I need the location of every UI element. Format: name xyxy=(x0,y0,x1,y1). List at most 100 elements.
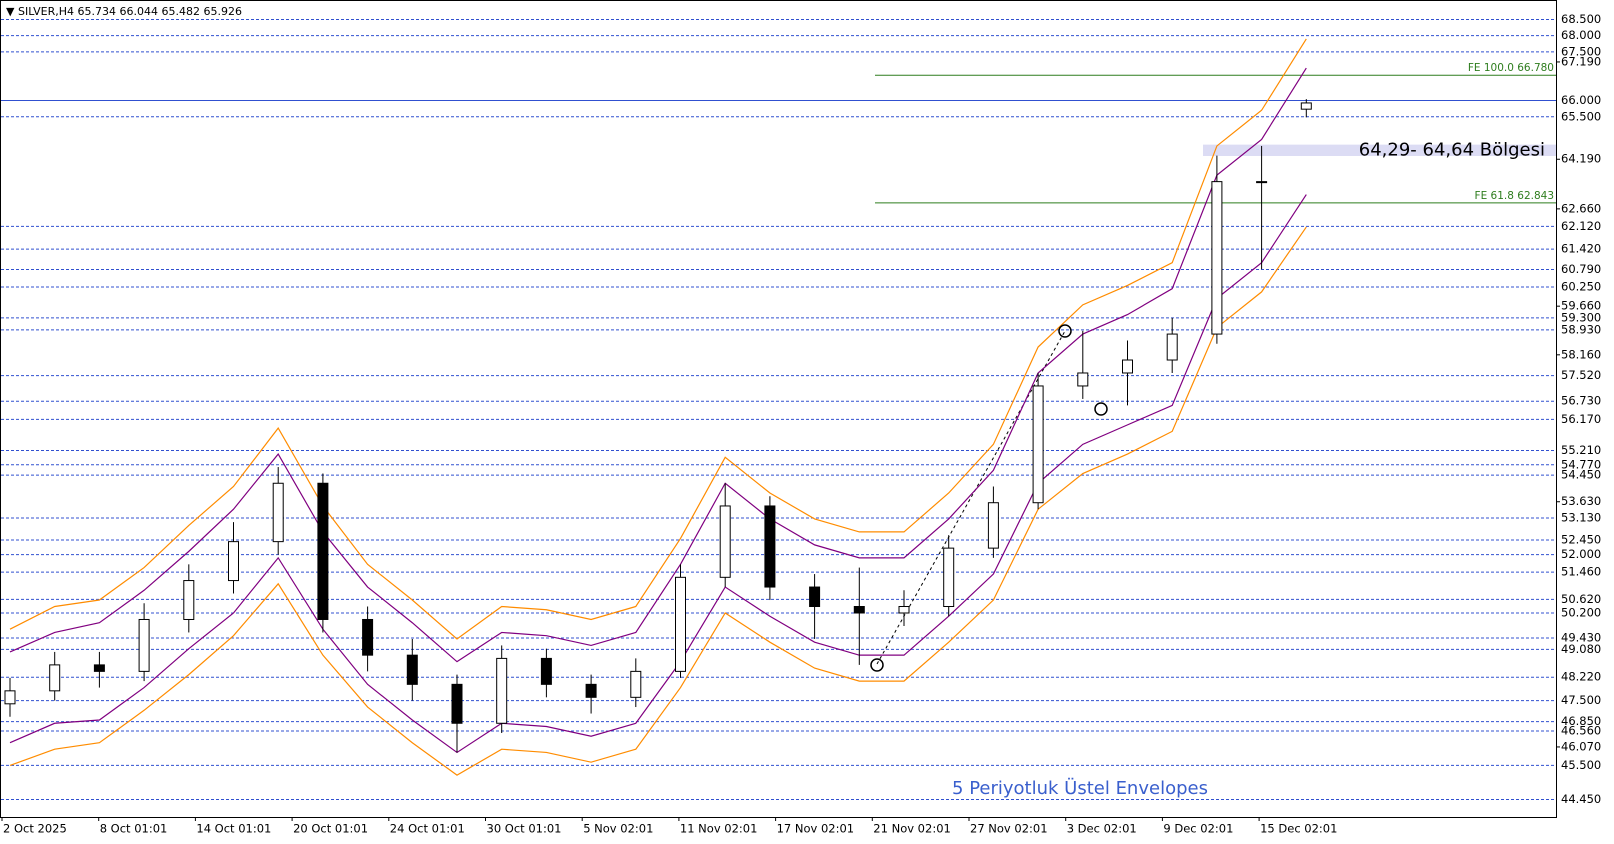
candle-body xyxy=(809,586,821,608)
level-label: 54.770 xyxy=(1561,457,1601,471)
candle-body xyxy=(93,664,105,672)
level-label: 67.500 xyxy=(1561,44,1601,58)
x-tick-label: 17 Nov 02:01 xyxy=(777,822,855,836)
level-label: 53.130 xyxy=(1561,510,1601,524)
candle-body xyxy=(540,657,552,685)
level-label: 58.930 xyxy=(1561,322,1601,336)
level-label: 48.220 xyxy=(1561,670,1601,684)
candle-body xyxy=(451,683,463,724)
x-tick-label: 24 Oct 01:01 xyxy=(390,822,465,836)
y-tick-label: 46.070 xyxy=(1561,739,1601,753)
annotation: 5 Periyotluk Üstel Envelopes xyxy=(952,777,1208,799)
price-layer xyxy=(4,38,1312,776)
level-label: 52.450 xyxy=(1561,533,1601,547)
zone-label: 64,29- 64,64 Bölgesi xyxy=(1359,139,1545,160)
close: 65.926 xyxy=(204,5,243,18)
high: 66.044 xyxy=(120,5,159,18)
candle-body xyxy=(1166,333,1178,361)
candle-body xyxy=(272,482,284,543)
level-label: 50.200 xyxy=(1561,605,1601,619)
level-label: 54.450 xyxy=(1561,468,1601,482)
candle-body xyxy=(1122,359,1133,374)
level-label: 65.500 xyxy=(1561,109,1601,123)
candle-body xyxy=(675,576,686,672)
candle-body xyxy=(1256,181,1268,184)
x-tick-label: 9 Dec 02:01 xyxy=(1163,822,1233,836)
envelope-line xyxy=(9,38,1307,640)
level-label: 45.500 xyxy=(1561,758,1601,772)
candle-body xyxy=(49,664,61,692)
x-tick-label: 11 Nov 02:01 xyxy=(680,822,758,836)
pivot-circle xyxy=(1094,402,1108,416)
candle-body xyxy=(585,683,597,698)
x-tick-label: 20 Oct 01:01 xyxy=(293,822,368,836)
plot-frame xyxy=(0,0,1557,818)
envelope-line xyxy=(9,67,1307,663)
level-label: 61.420 xyxy=(1561,242,1601,256)
level-label: 56.730 xyxy=(1561,394,1601,408)
level-label: 51.460 xyxy=(1561,565,1601,579)
level-label: 56.170 xyxy=(1561,412,1601,426)
y-tick-label: 64.190 xyxy=(1561,152,1601,166)
candle-body xyxy=(898,606,910,614)
candle-body xyxy=(496,657,508,724)
level-label: 46.850 xyxy=(1561,714,1601,728)
candle-body xyxy=(943,547,955,608)
fibo-label: FE 61.8 62.843 xyxy=(1475,190,1554,202)
level-label: 46.560 xyxy=(1561,724,1601,738)
x-tick-label: 30 Oct 01:01 xyxy=(487,822,562,836)
x-tick-label: 3 Dec 02:01 xyxy=(1067,822,1137,836)
level-label: 57.520 xyxy=(1561,368,1601,382)
level-label: 60.250 xyxy=(1561,280,1601,294)
x-tick-label: 14 Oct 01:01 xyxy=(196,822,271,836)
envelope-line xyxy=(9,226,1307,776)
x-tick-label: 2 Oct 2025 xyxy=(3,822,67,836)
symbol: SILVER,H4 xyxy=(18,5,74,18)
candle-body xyxy=(987,502,999,549)
level-label: 52.000 xyxy=(1561,547,1601,561)
y-tick-label: 59.660 xyxy=(1561,299,1601,313)
low: 65.482 xyxy=(162,5,201,18)
y-tick-label: 58.160 xyxy=(1561,347,1601,361)
level-label: 59.300 xyxy=(1561,310,1601,324)
fibo-label: FE 100.0 66.780 xyxy=(1468,62,1554,74)
level-label: 55.210 xyxy=(1561,443,1601,457)
pivot-circle xyxy=(870,658,884,672)
pivot-circle xyxy=(1058,324,1072,338)
candle-body xyxy=(719,505,731,578)
candle-body xyxy=(362,618,374,656)
header: ▼ SILVER,H4 65.734 66.044 65.482 65.926 xyxy=(6,5,242,18)
level-label: 47.500 xyxy=(1561,693,1601,707)
candle-body xyxy=(1300,102,1312,110)
level-label: 60.790 xyxy=(1561,262,1601,276)
level-label: 44.450 xyxy=(1561,792,1601,806)
candle-body xyxy=(317,482,329,620)
candle-body xyxy=(406,654,418,685)
levels-layer: 68.500 68.000 67.500 66.000 65.500 62.120 61.4… xyxy=(1,12,1601,806)
x-tick-label: 8 Oct 01:01 xyxy=(100,822,168,836)
x-tick-label: 15 Dec 02:01 xyxy=(1260,822,1337,836)
candle-body xyxy=(1077,372,1089,387)
level-label: 68.000 xyxy=(1561,28,1601,42)
y-tick-label: 62.660 xyxy=(1561,201,1601,215)
candle-body xyxy=(764,505,776,588)
candle-body xyxy=(630,670,642,698)
level-label: 62.120 xyxy=(1561,219,1601,233)
level-label: 50.620 xyxy=(1561,592,1601,606)
x-tick-label: 27 Nov 02:01 xyxy=(970,822,1048,836)
level-label: 49.430 xyxy=(1561,630,1601,644)
envelope-line xyxy=(9,194,1307,754)
x-tick-label: 21 Nov 02:01 xyxy=(873,822,951,836)
candle-body xyxy=(1032,385,1044,504)
candle-body xyxy=(1211,181,1223,335)
level-label: 49.080 xyxy=(1561,642,1601,656)
y-tick-label: 53.630 xyxy=(1561,494,1601,508)
candle-body xyxy=(853,606,865,614)
candle-body xyxy=(183,580,195,620)
candle-body xyxy=(4,690,16,705)
level-label: 68.500 xyxy=(1561,12,1601,26)
level-label: 66.000 xyxy=(1561,93,1601,107)
candle-body xyxy=(138,618,150,672)
